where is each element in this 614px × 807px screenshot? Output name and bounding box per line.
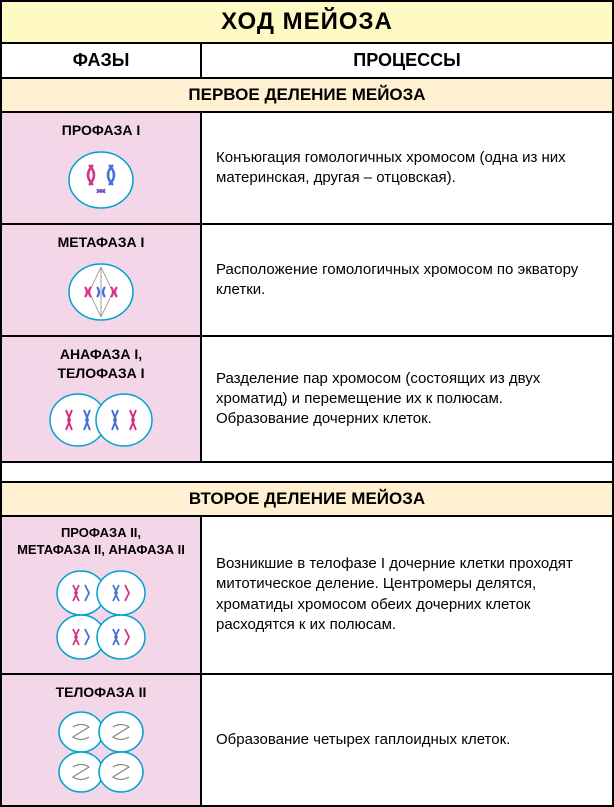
- diagram-prophase-1: [61, 145, 141, 215]
- process-text: Разделение пар хромосом (состоящих из дв…: [202, 337, 612, 460]
- process-text: Возникшие в телофазе I дочерние клетки п…: [202, 517, 612, 673]
- phase-cell: МЕТАФАЗА I: [2, 225, 202, 335]
- phase-cell: ПРОФАЗА II, МЕТАФАЗА II, АНАФАЗА II: [2, 517, 202, 673]
- row-metaphase-1: МЕТАФАЗА I Расположение гомологичных хро…: [2, 225, 612, 337]
- phase-cell: ПРОФАЗА I: [2, 113, 202, 223]
- header-phases: ФАЗЫ: [2, 44, 202, 77]
- phase-cell: АНАФАЗА I, ТЕЛОФАЗА I: [2, 337, 202, 460]
- meiosis-table: ХОД МЕЙОЗА ФАЗЫ ПРОЦЕССЫ ПЕРВОЕ ДЕЛЕНИЕ …: [0, 0, 614, 807]
- section-2-header: ВТОРОЕ ДЕЛЕНИЕ МЕЙОЗА: [2, 483, 612, 517]
- row-prophase-metaphase-anaphase-2: ПРОФАЗА II, МЕТАФАЗА II, АНАФАЗА II Возн…: [2, 517, 612, 675]
- process-text: Образование четырех гаплоидных клеток.: [202, 675, 612, 805]
- header-processes: ПРОЦЕССЫ: [202, 44, 612, 77]
- section-1-header: ПЕРВОЕ ДЕЛЕНИЕ МЕЙОЗА: [2, 79, 612, 113]
- diagram-metaphase-1: [61, 257, 141, 327]
- phase-title: АНАФАЗА I, ТЕЛОФАЗА I: [58, 345, 145, 381]
- phase-title: МЕТАФАЗА I: [58, 233, 145, 251]
- column-headers: ФАЗЫ ПРОЦЕССЫ: [2, 44, 612, 79]
- process-text: Расположение гомологичных хромосом по эк…: [202, 225, 612, 335]
- row-anaphase-telophase-1: АНАФАЗА I, ТЕЛОФАЗА I Разделение пар хро…: [2, 337, 612, 462]
- phase-cell: ТЕЛОФАЗА II: [2, 675, 202, 805]
- main-title: ХОД МЕЙОЗА: [2, 2, 612, 44]
- process-text: Конъюгация гомологичных хромосом (одна и…: [202, 113, 612, 223]
- diagram-division-2: [51, 565, 151, 665]
- spacer: [2, 463, 612, 483]
- phase-title: ТЕЛОФАЗА II: [56, 683, 147, 701]
- phase-title: ПРОФАЗА I: [62, 121, 140, 139]
- diagram-telophase-2: [51, 707, 151, 797]
- row-prophase-1: ПРОФАЗА I Конъюгация гомологичных хромос…: [2, 113, 612, 225]
- row-telophase-2: ТЕЛОФАЗА II Образование четырех гаплоидн…: [2, 675, 612, 805]
- diagram-anaphase-1: [46, 388, 156, 453]
- phase-title: ПРОФАЗА II, МЕТАФАЗА II, АНАФАЗА II: [17, 525, 185, 559]
